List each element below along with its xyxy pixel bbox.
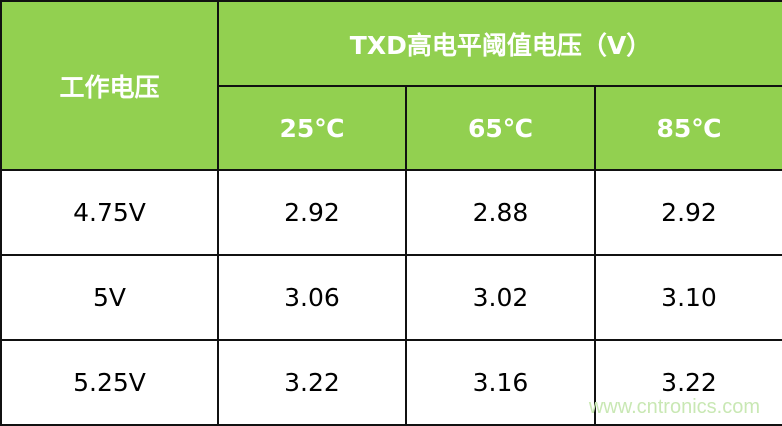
temperature-header-row: 25℃ 65℃ 85℃ <box>1 85 782 171</box>
table-row: 4.75V 2.92 2.88 2.92 <box>0 169 782 256</box>
cell: 3.02 <box>405 254 596 341</box>
row-label: 5.25V <box>0 339 219 426</box>
column-header: 65℃ <box>405 85 596 171</box>
cell: 2.92 <box>593 169 782 256</box>
row-label-header: 工作电压 <box>0 0 219 171</box>
cell: 3.22 <box>217 339 407 426</box>
cell: 3.16 <box>405 339 596 426</box>
cell: 2.88 <box>405 169 596 256</box>
cell: 3.06 <box>217 254 407 341</box>
row-label: 5V <box>0 254 219 341</box>
column-header: 85℃ <box>593 85 782 171</box>
group-header: TXD高电平阈值电压（V） <box>216 0 782 87</box>
table-row: 5V 3.06 3.02 3.10 <box>0 254 782 341</box>
watermark: www.cntronics.com <box>588 396 760 418</box>
cell: 3.10 <box>593 254 782 341</box>
column-header: 25℃ <box>217 85 407 171</box>
header-row: 工作电压 TXD高电平阈值电压（V） <box>0 0 782 171</box>
row-label: 4.75V <box>0 169 219 256</box>
cell: 2.92 <box>217 169 407 256</box>
table-row: 5.25V 3.22 3.16 3.22 <box>0 339 782 426</box>
